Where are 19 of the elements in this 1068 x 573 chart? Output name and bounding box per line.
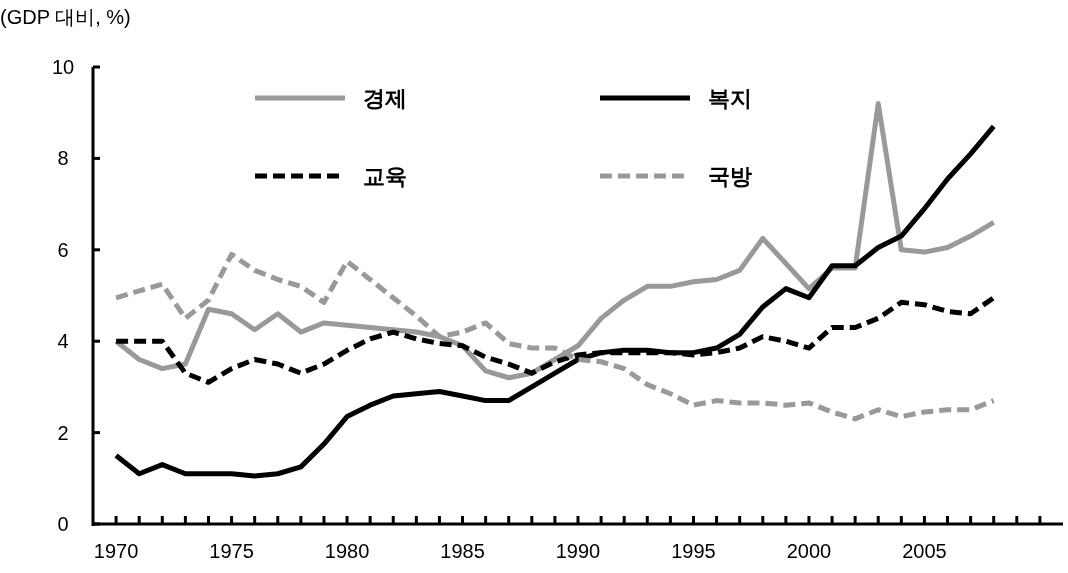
legend-label: 경제: [363, 86, 407, 111]
y-tick-label: 6: [57, 238, 69, 261]
y-axis-title: (GDP 대비, %): [0, 6, 131, 28]
x-tick-label: 1995: [671, 540, 716, 562]
legend-label: 교육: [363, 164, 407, 189]
x-tick-label: 1990: [555, 540, 601, 562]
legend-label: 국방: [708, 164, 752, 189]
y-tick-label: 0: [57, 513, 69, 535]
x-tick-label: 2005: [902, 540, 947, 562]
legend-label: 복지: [708, 86, 752, 111]
y-tick-label: 10: [51, 56, 75, 78]
x-tick-label: 1975: [209, 540, 254, 562]
y-tick-label: 8: [57, 147, 69, 170]
y-tick-label: 4: [57, 330, 69, 353]
x-tick-label: 1985: [440, 540, 485, 562]
x-tick-label: 2000: [786, 540, 832, 562]
y-tick-label: 2: [57, 421, 69, 444]
x-tick-label: 1980: [324, 540, 370, 562]
x-tick-label: 1970: [93, 540, 139, 562]
